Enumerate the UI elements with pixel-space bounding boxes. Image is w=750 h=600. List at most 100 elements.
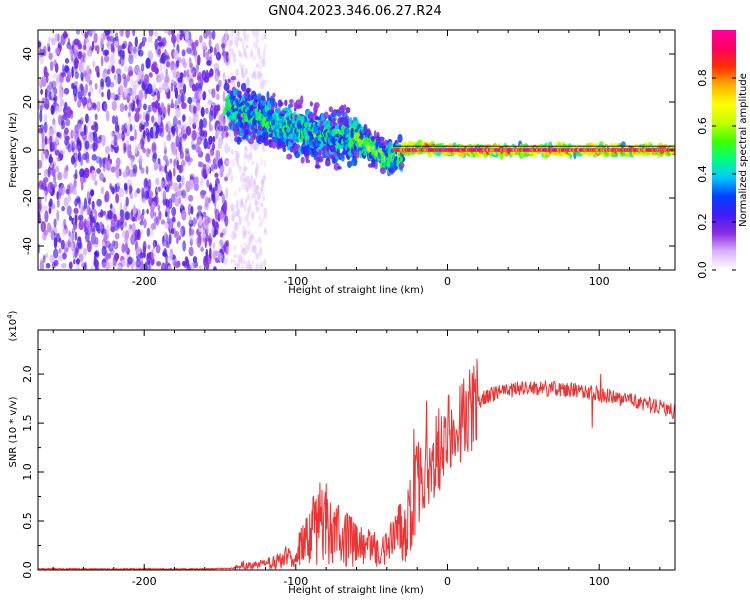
heatmap-noise-cell bbox=[52, 117, 56, 126]
heatmap-noise-cell bbox=[75, 258, 80, 265]
heatmap-noise-cell bbox=[258, 222, 261, 227]
heatmap-noise-cell bbox=[87, 102, 92, 108]
heatmap-noise-cell bbox=[179, 150, 184, 160]
heatmap-noise-cell bbox=[175, 135, 180, 148]
heatmap-noise-cell bbox=[143, 121, 150, 127]
heatmap-noise-cell bbox=[167, 265, 172, 270]
heatmap-noise-cell bbox=[251, 30, 255, 34]
heatmap-noise-cell bbox=[226, 54, 231, 60]
heatmap-noise-cell bbox=[96, 198, 102, 207]
heatmap-noise-cell bbox=[181, 159, 186, 167]
heatmap-noise-cell bbox=[66, 42, 71, 50]
heatmap-noise-cell bbox=[135, 247, 139, 257]
heatmap-noise-cell bbox=[111, 51, 115, 58]
heatmap-noise-cell bbox=[70, 155, 76, 165]
heatmap-noise-cell bbox=[189, 238, 193, 246]
heatmap-noise-cell bbox=[144, 89, 148, 100]
heatmap-noise-cell bbox=[44, 210, 49, 223]
heatmap-noise-cell bbox=[115, 115, 119, 127]
heatmap-noise-cell bbox=[192, 105, 197, 114]
heatmap-noise-cell bbox=[81, 96, 87, 107]
heatmap-noise-cell bbox=[56, 209, 60, 222]
heatmap-noise-cell bbox=[118, 187, 125, 198]
heatmap-noise-cell bbox=[168, 233, 172, 245]
heatmap-noise-cell bbox=[87, 44, 92, 50]
heatmap-noise-cell bbox=[130, 102, 136, 112]
heatmap-signal-cell bbox=[299, 104, 303, 109]
x-tick-label: 100 bbox=[589, 575, 610, 588]
heatmap-noise-cell bbox=[200, 189, 206, 199]
heatmap-marks bbox=[38, 30, 675, 270]
heatmap-noise-cell bbox=[255, 169, 258, 179]
heatmap-noise-cell bbox=[181, 175, 185, 187]
heatmap-noise-cell bbox=[107, 43, 111, 50]
heatmap-noise-cell bbox=[53, 218, 57, 227]
heatmap-noise-cell bbox=[101, 157, 105, 168]
heatmap-noise-cell bbox=[82, 153, 87, 161]
snr-multiplier-close: ) bbox=[8, 310, 19, 314]
heatmap-noise-cell bbox=[116, 181, 121, 187]
heatmap-noise-cell bbox=[58, 247, 62, 254]
heatmap-noise-cell bbox=[38, 41, 42, 48]
heatmap-noise-cell bbox=[215, 104, 219, 115]
heatmap-signal-cell bbox=[308, 111, 313, 120]
heatmap-noise-cell bbox=[225, 187, 229, 200]
heatmap-noise-cell bbox=[182, 225, 186, 232]
heatmap-noise-cell bbox=[148, 72, 153, 78]
heatmap-noise-cell bbox=[225, 52, 229, 63]
heatmap-noise-cell bbox=[63, 247, 69, 253]
heatmap-noise-cell bbox=[188, 116, 192, 126]
heatmap-signal-cell bbox=[274, 102, 278, 109]
heatmap-noise-cell bbox=[251, 214, 254, 221]
heatmap-noise-cell bbox=[170, 193, 176, 203]
heatmap-noise-cell bbox=[78, 151, 82, 163]
heatmap-noise-cell bbox=[138, 49, 144, 57]
heatmap-noise-cell bbox=[219, 210, 224, 220]
heatmap-noise-cell bbox=[218, 79, 222, 88]
heatmap-noise-cell bbox=[230, 203, 235, 213]
heatmap-noise-cell bbox=[181, 57, 186, 66]
heatmap-noise-cell bbox=[132, 164, 138, 174]
heatmap-noise-cell bbox=[198, 90, 203, 101]
heatmap-noise-cell bbox=[112, 45, 115, 54]
heatmap-noise-cell bbox=[208, 56, 213, 66]
heatmap-noise-cell bbox=[84, 167, 90, 179]
heatmap-noise-cell bbox=[233, 254, 238, 259]
heatmap-noise-cell bbox=[41, 97, 46, 109]
heatmap-noise-cell bbox=[205, 51, 210, 61]
heatmap-noise-cell bbox=[83, 90, 87, 97]
heatmap-noise-cell bbox=[251, 73, 254, 79]
heatmap-noise-cell bbox=[250, 175, 253, 180]
heatmap-noise-cell bbox=[200, 78, 204, 85]
heatmap-noise-cell bbox=[151, 201, 156, 208]
heatmap-noise-cell bbox=[242, 30, 247, 37]
heatmap-noise-cell bbox=[179, 136, 183, 146]
heatmap-noise-cell bbox=[65, 140, 70, 150]
heatmap-noise-cell bbox=[262, 58, 266, 68]
heatmap-noise-cell bbox=[243, 152, 248, 160]
heatmap-noise-cell bbox=[78, 219, 84, 231]
heatmap-noise-cell bbox=[177, 82, 183, 91]
heatmap-noise-cell bbox=[145, 165, 149, 175]
heatmap-noise-cell bbox=[62, 30, 68, 40]
heatmap-noise-cell bbox=[163, 62, 167, 74]
heatmap-noise-cell bbox=[73, 207, 79, 214]
heatmap-noise-cell bbox=[102, 262, 107, 268]
heatmap-noise-cell bbox=[47, 46, 51, 53]
heatmap-noise-cell bbox=[148, 260, 151, 270]
heatmap-noise-cell bbox=[171, 34, 177, 44]
heatmap-noise-cell bbox=[106, 68, 111, 75]
heatmap-signal-cell bbox=[313, 105, 318, 113]
heatmap-noise-cell bbox=[238, 164, 242, 173]
heatmap-noise-cell bbox=[119, 103, 125, 113]
heatmap-noise-cell bbox=[134, 129, 137, 141]
heatmap-noise-cell bbox=[213, 104, 219, 117]
heatmap-noise-cell bbox=[86, 68, 91, 81]
heatmap-noise-cell bbox=[119, 49, 124, 57]
heatmap-noise-cell bbox=[109, 55, 115, 66]
heatmap-signal-cell bbox=[317, 155, 324, 163]
heatmap-noise-cell bbox=[239, 173, 244, 183]
heatmap-noise-cell bbox=[260, 189, 264, 195]
heatmap-noise-cell bbox=[179, 72, 184, 79]
heatmap-noise-cell bbox=[168, 218, 173, 230]
